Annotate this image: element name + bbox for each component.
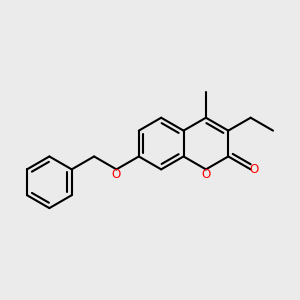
Text: O: O xyxy=(201,168,211,181)
Text: O: O xyxy=(249,163,259,176)
Text: O: O xyxy=(112,168,121,181)
